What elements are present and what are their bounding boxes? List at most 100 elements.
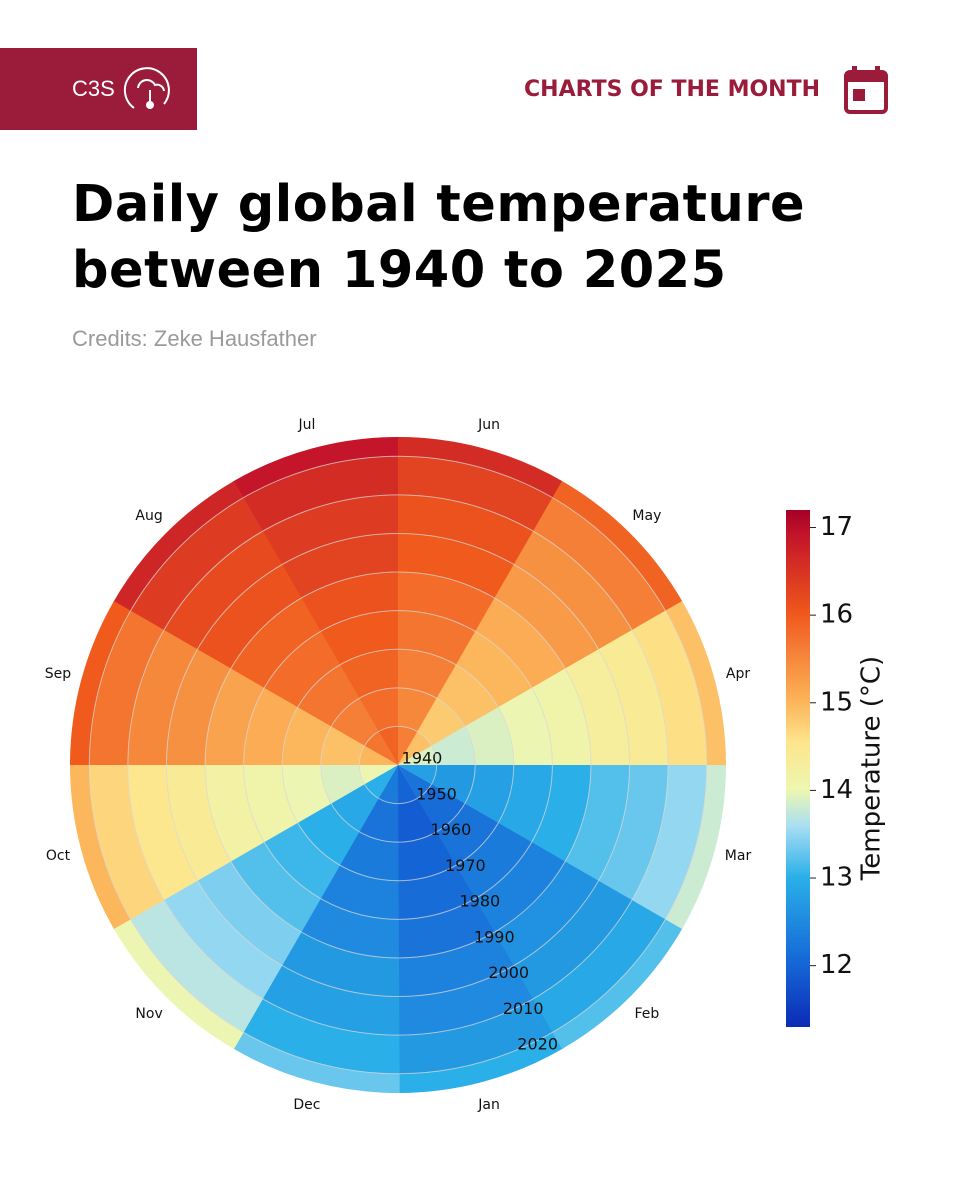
heat-cell <box>512 530 632 650</box>
heat-cell <box>398 931 515 997</box>
heat-cell <box>398 745 437 765</box>
heat-cell <box>398 898 496 958</box>
heat-cell <box>242 456 398 532</box>
heat-cell <box>89 610 165 767</box>
title: Daily global temperature between 1940 to… <box>72 175 806 300</box>
heat-cell <box>359 798 399 843</box>
heat-cell <box>166 649 231 767</box>
logo-icon <box>123 67 170 109</box>
heat-cell <box>564 648 630 765</box>
heat-cell <box>398 864 476 920</box>
heat-cell <box>474 597 566 688</box>
heat-cell <box>264 822 341 900</box>
heat-cell <box>89 765 165 921</box>
heat-cell <box>531 496 666 630</box>
heat-cell <box>261 494 398 566</box>
heat-cell <box>300 572 398 632</box>
heat-cell <box>436 664 499 727</box>
heat-cell <box>455 630 532 708</box>
month-label: Oct <box>46 848 71 864</box>
heat-cell <box>340 831 399 881</box>
heat-cell <box>398 765 418 804</box>
heat-cell <box>164 880 284 1000</box>
month-label: Jul <box>297 417 315 433</box>
colorbar-tick-label: 17 <box>820 512 853 542</box>
heat-cell <box>550 480 683 611</box>
heat-cell <box>397 726 418 765</box>
heat-cell <box>70 765 132 931</box>
month-label: May <box>632 508 661 524</box>
heat-cell <box>331 784 379 833</box>
r-tick-label: 1950 <box>416 784 457 803</box>
heat-cell <box>113 480 244 613</box>
heat-cell <box>494 860 600 966</box>
colorbar-tick-label: 12 <box>820 950 853 980</box>
heat-cell <box>196 564 302 670</box>
heat-cell <box>339 649 398 699</box>
heat-cell <box>398 964 535 1036</box>
grid-ring <box>281 648 515 882</box>
month-label: Mar <box>725 848 752 864</box>
heat-cell <box>234 1032 400 1093</box>
heat-cell <box>531 667 591 765</box>
heat-cell <box>631 763 707 920</box>
heat-cell <box>396 533 514 598</box>
grid-ring <box>320 687 476 843</box>
heat-cell <box>397 649 456 699</box>
heat-cell <box>282 765 332 824</box>
heat-cell <box>455 822 533 899</box>
heat-cell <box>597 628 669 765</box>
heat-cell <box>665 763 726 929</box>
subtitle: Credits: Zeke Hausfather <box>72 326 317 351</box>
section-label: CHARTS OF THE MONTH <box>524 77 820 102</box>
heat-cell <box>320 726 365 766</box>
calendar-icon <box>844 66 888 114</box>
heat-cell <box>475 841 566 933</box>
heat-cell <box>598 763 669 901</box>
heat-cell <box>436 803 499 866</box>
heat-cell <box>417 697 465 746</box>
grid-ring <box>165 532 631 998</box>
logo-text: C3S <box>72 76 115 101</box>
heat-cell <box>297 803 360 866</box>
heat-cell <box>69 601 131 767</box>
month-label: Apr <box>726 666 750 682</box>
heat-cell <box>205 668 265 767</box>
heat-cell <box>493 563 599 669</box>
heat-cell <box>127 629 198 767</box>
heat-cell <box>565 763 630 881</box>
grid-ring <box>88 455 708 1075</box>
heat-cell <box>378 726 398 765</box>
heat-cell <box>320 610 398 666</box>
heat-cell <box>531 763 591 862</box>
heat-cell <box>364 765 398 799</box>
heat-cell <box>127 765 199 902</box>
heat-cell <box>417 784 466 832</box>
heat-cell <box>397 610 476 665</box>
heat-cell <box>631 609 707 765</box>
heat-cell <box>552 917 683 1050</box>
heat-cell <box>431 764 476 804</box>
heat-cell <box>431 726 476 765</box>
r-tick-label: 1980 <box>459 892 500 911</box>
heat-cell <box>398 731 432 765</box>
heat-cell <box>396 494 534 565</box>
heat-cell <box>398 798 437 843</box>
heat-cell <box>464 764 514 823</box>
r-tick-label: 2000 <box>488 963 529 982</box>
heat-cell <box>364 731 398 765</box>
r-tick-label: 1940 <box>402 749 443 768</box>
heat-cell <box>230 842 322 933</box>
heat-cell <box>398 764 437 785</box>
heat-cell <box>197 861 303 967</box>
heat-cell <box>359 765 398 785</box>
heat-cell <box>129 497 263 632</box>
heat-cell <box>498 764 553 843</box>
heat-cell <box>396 572 495 632</box>
heat-cell <box>301 898 400 958</box>
grid-ring <box>358 725 438 805</box>
heat-cell <box>396 456 553 532</box>
colorbar-tick-label: 16 <box>820 600 853 630</box>
month-label: Feb <box>635 1006 660 1022</box>
